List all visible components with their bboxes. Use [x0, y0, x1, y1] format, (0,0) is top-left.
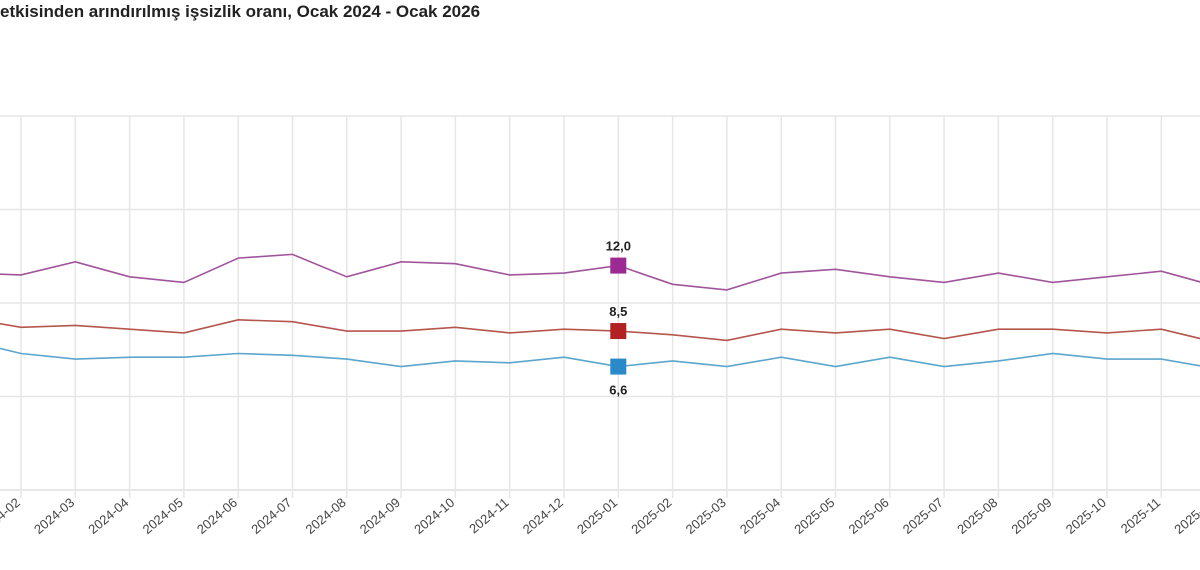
x-tick-label: 2025-09	[1008, 495, 1054, 537]
x-tick-label: 2025-07	[900, 495, 946, 537]
series-line	[0, 347, 1200, 368]
series-line	[0, 253, 1200, 291]
x-tick-label: 2024-12	[520, 495, 566, 537]
x-tick-label: 2025-04	[737, 495, 783, 537]
data-label: 6,6	[609, 383, 627, 398]
data-label: 12,0	[606, 239, 631, 254]
x-tick-label: 2024-10	[411, 495, 457, 537]
x-tick-label: 2025-10	[1063, 495, 1109, 537]
x-tick-label: 2024-03	[31, 495, 77, 537]
chart-title: etkisinden arındırılmış işsizlik oranı, …	[0, 2, 481, 21]
x-tick-label: 2025-02	[628, 495, 674, 537]
series-line	[0, 319, 1200, 342]
x-tick-label: 2024-08	[303, 495, 349, 537]
x-tick-label: 2025-01	[574, 495, 620, 537]
x-tick-label: 2025-05	[791, 495, 837, 537]
x-tick-label: 2024-02	[0, 495, 23, 537]
data-label: 8,5	[609, 304, 627, 319]
x-tick-label: 2025-12	[1171, 495, 1200, 537]
x-tick-label: 2024-06	[194, 495, 240, 537]
x-tick-label: 2024-09	[357, 495, 403, 537]
x-tick-label: 2024-07	[248, 495, 294, 537]
x-tick-label: 2025-03	[683, 495, 729, 537]
data-marker	[610, 323, 627, 340]
data-marker	[610, 257, 627, 274]
x-tick-label: 2025-11	[1118, 495, 1163, 537]
x-tick-label: 2025-06	[846, 495, 892, 537]
x-tick-label: 2024-11	[466, 495, 511, 537]
x-tick-label: 2025-08	[954, 495, 1000, 537]
data-marker	[610, 358, 627, 375]
x-tick-label: 2024-04	[85, 495, 131, 537]
x-tick-label: 2024-05	[140, 495, 186, 537]
